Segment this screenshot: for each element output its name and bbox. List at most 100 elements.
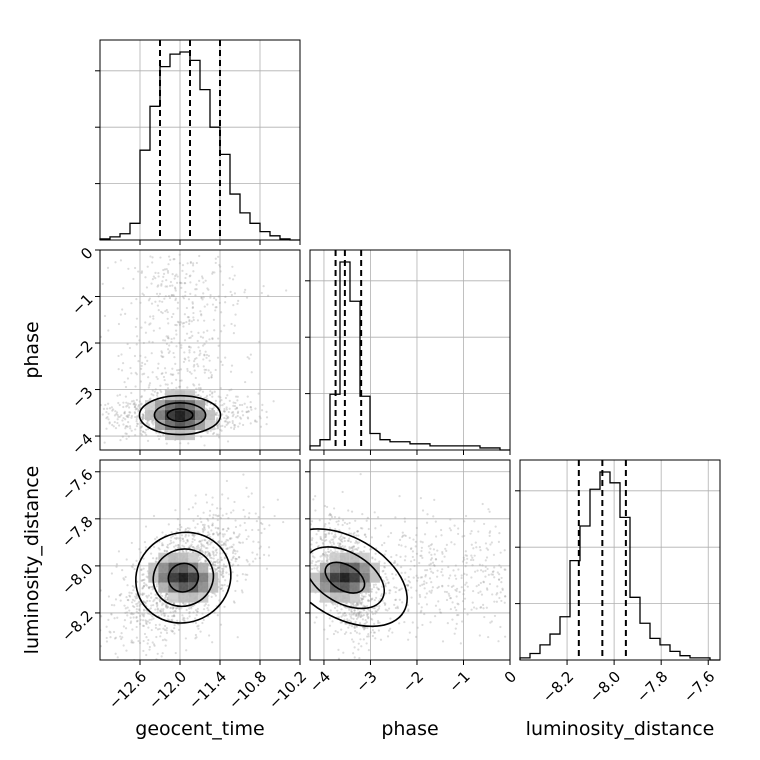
density-cell <box>185 390 195 401</box>
scatter-point <box>204 559 207 562</box>
scatter-point <box>175 536 179 539</box>
scatter-point <box>163 268 167 271</box>
scatter-point <box>172 606 175 609</box>
scatter-point <box>499 566 503 569</box>
scatter-point <box>326 558 329 561</box>
scatter-point <box>234 552 237 555</box>
scatter-point <box>222 565 226 568</box>
scatter-point <box>353 548 356 551</box>
scatter-point <box>156 377 159 380</box>
scatter-point <box>488 531 491 534</box>
scatter-point <box>367 527 370 531</box>
scatter-point <box>217 344 220 347</box>
scatter-point <box>310 543 313 546</box>
scatter-point <box>192 533 195 536</box>
scatter-point <box>245 486 248 489</box>
scatter-point <box>135 636 138 639</box>
scatter-point <box>498 531 501 535</box>
scatter-point <box>419 584 422 587</box>
scatter-point <box>189 336 192 339</box>
scatter-point <box>254 407 257 410</box>
scatter-point <box>137 611 140 615</box>
scatter-point <box>198 548 201 551</box>
density-panel-geocent_time-phase <box>95 249 301 455</box>
scatter-point <box>196 607 199 610</box>
scatter-point <box>447 592 450 595</box>
scatter-point <box>189 346 192 349</box>
scatter-point <box>310 538 314 542</box>
scatter-point <box>172 312 175 316</box>
scatter-point <box>153 421 156 424</box>
scatter-point <box>192 311 195 315</box>
scatter-point <box>140 425 143 428</box>
scatter-point <box>164 310 167 313</box>
density-cell <box>168 572 179 583</box>
scatter-point <box>360 611 363 614</box>
scatter-point <box>479 549 482 552</box>
scatter-point <box>356 530 360 533</box>
scatter-point <box>175 273 178 276</box>
scatter-point <box>321 538 324 542</box>
scatter-point <box>229 290 232 293</box>
scatter-point <box>139 618 142 621</box>
scatter-point <box>162 272 166 275</box>
scatter-point <box>179 442 182 445</box>
scatter-point <box>94 666 96 668</box>
scatter-point <box>172 373 175 376</box>
scatter-point <box>241 410 244 413</box>
scatter-point <box>183 313 186 316</box>
scatter-point <box>360 599 363 602</box>
scatter-point <box>202 281 205 284</box>
scatter-point <box>357 541 361 544</box>
scatter-point <box>210 407 213 410</box>
scatter-point <box>200 296 203 299</box>
scatter-point <box>328 532 331 535</box>
scatter-point <box>436 549 439 552</box>
scatter-point <box>236 395 239 398</box>
scatter-point <box>149 255 152 258</box>
scatter-point <box>206 607 209 610</box>
scatter-point <box>369 589 372 593</box>
scatter-point <box>161 609 165 613</box>
scatter-point <box>230 388 233 391</box>
scatter-point <box>223 605 226 608</box>
scatter-point <box>132 563 135 566</box>
scatter-point <box>135 424 139 428</box>
scatter-point <box>366 604 369 608</box>
scatter-point <box>357 612 360 615</box>
scatter-point <box>204 539 207 542</box>
scatter-point <box>190 543 193 546</box>
scatter-point <box>192 519 195 522</box>
scatter-point <box>124 418 127 421</box>
scatter-point <box>225 529 228 533</box>
scatter-point <box>371 612 375 616</box>
scatter-point <box>226 417 229 420</box>
scatter-point <box>142 341 145 345</box>
y-tick-label: −7.6 <box>58 466 96 504</box>
scatter-point <box>214 257 217 260</box>
scatter-point <box>128 594 131 597</box>
scatter-point <box>215 419 218 422</box>
scatter-point <box>211 496 214 499</box>
scatter-point <box>204 559 207 563</box>
scatter-point <box>484 559 487 562</box>
scatter-point <box>114 427 118 430</box>
scatter-point <box>334 629 337 633</box>
scatter-point <box>436 575 439 578</box>
scatter-point <box>121 362 125 365</box>
scatter-point <box>178 262 182 265</box>
scatter-point <box>163 628 167 631</box>
scatter-point <box>109 631 112 634</box>
scatter-point <box>262 506 265 509</box>
scatter-point <box>340 608 343 611</box>
scatter-point <box>304 536 306 538</box>
scatter-point <box>307 522 309 524</box>
scatter-point <box>306 498 308 500</box>
scatter-point <box>352 545 355 548</box>
scatter-point <box>158 609 161 612</box>
scatter-point <box>245 558 248 562</box>
scatter-point <box>72 657 74 659</box>
x-tick-label: −8.0 <box>586 668 624 706</box>
density-cell <box>175 420 185 431</box>
density-cell <box>349 592 360 603</box>
